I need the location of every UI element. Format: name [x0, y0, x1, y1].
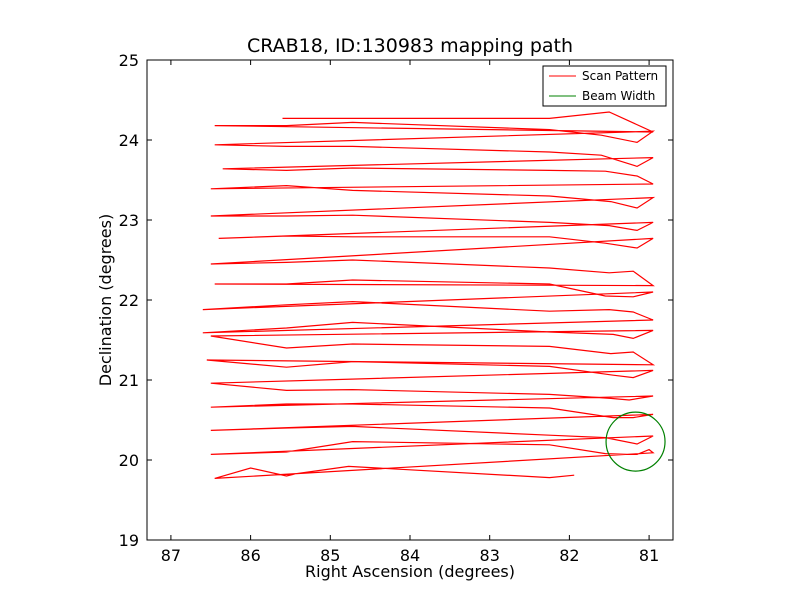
x-tick-label: 84 — [400, 546, 420, 565]
legend-box — [542, 65, 667, 107]
chart-title: CRAB18, ID:130983 mapping path — [247, 35, 573, 57]
beam-width-circle — [605, 411, 666, 472]
x-tick-label: 83 — [480, 546, 500, 565]
x-tick-label: 85 — [320, 546, 340, 565]
y-tick-label: 21 — [119, 371, 139, 390]
x-axis-label: Right Ascension (degrees) — [305, 562, 515, 581]
tick-layer: 87 86 85 84 83 82 81 19 20 21 22 23 24 25 — [119, 51, 673, 565]
y-tick-label: 24 — [119, 131, 139, 150]
y-tick-label: 25 — [119, 51, 139, 70]
legend-label-scan: Scan Pattern — [582, 69, 658, 83]
x-tick-label: 81 — [639, 546, 659, 565]
y-tick-label: 22 — [119, 291, 139, 310]
x-tick-label: 82 — [559, 546, 579, 565]
y-tick-label: 23 — [119, 211, 139, 230]
y-tick-label: 19 — [119, 531, 139, 550]
x-tick-label: 87 — [161, 546, 181, 565]
y-axis-label: Declination (degrees) — [96, 214, 115, 386]
y-tick-label: 20 — [119, 451, 139, 470]
legend-label-beam: Beam Width — [582, 89, 655, 103]
legend: Scan Pattern Beam Width — [542, 65, 667, 107]
scan-pattern-line — [202, 111, 656, 479]
x-tick-label: 86 — [240, 546, 260, 565]
plot-data-layer — [202, 111, 666, 479]
